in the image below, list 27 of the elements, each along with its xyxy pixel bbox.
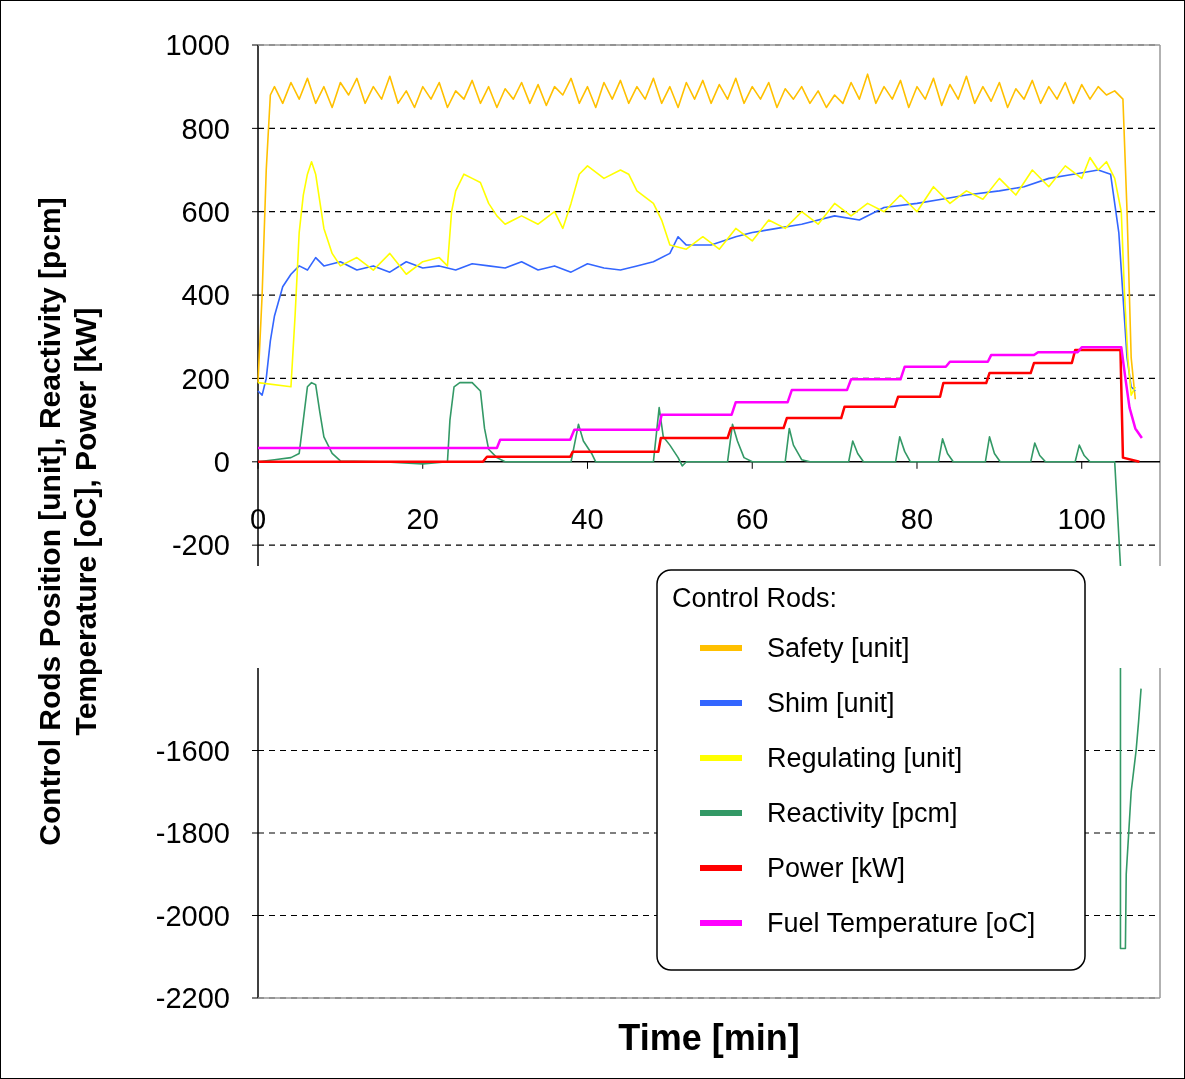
line-series: [257, 73, 1137, 401]
legend-label: Fuel Temperature [oC]: [767, 908, 1036, 939]
y-tick-label: -200: [171, 529, 230, 562]
y-tick-label: 800: [181, 112, 230, 145]
y-tick-label: -2200: [155, 982, 230, 1015]
y-tick-label: 0: [213, 445, 230, 478]
x-tick-label: 40: [571, 502, 604, 535]
legend-label: Regulating [unit]: [767, 743, 963, 774]
legend-label: Reactivity [pcm]: [767, 798, 958, 829]
x-tick-label: 20: [406, 502, 439, 535]
x-tick-label: 80: [900, 502, 934, 535]
line-series: [1119, 667, 1142, 950]
y-tick-label: 1000: [165, 29, 230, 62]
y-tick-label: -1600: [155, 734, 230, 767]
y-axis-title: Control Rods Position [unit], Reactivity [pcm] Temperature [oC], Power [kW]: [33, 197, 102, 846]
y-tick-label: -2000: [155, 899, 230, 932]
x-tick-label: 60: [736, 502, 769, 535]
y-tick-label: 400: [181, 279, 230, 312]
legend-label: Power [kW]: [767, 853, 906, 884]
y-tick-label: 200: [181, 362, 230, 395]
legend-label: Safety [unit]: [767, 633, 910, 664]
y-tick-label: -1800: [155, 817, 230, 850]
x-tick-label: 100: [1057, 502, 1106, 535]
y-tick-label: 600: [181, 195, 230, 228]
legend-title: Control Rods:: [672, 583, 838, 613]
legend-label: Shim [unit]: [767, 688, 895, 719]
x-axis-title: Time [min]: [618, 1017, 800, 1058]
